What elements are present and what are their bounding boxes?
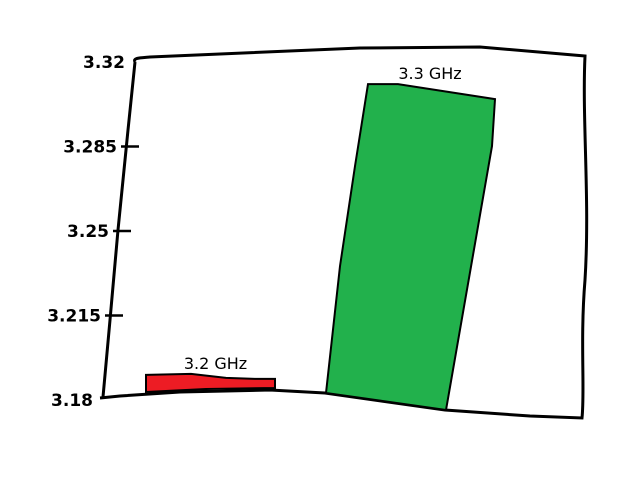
- y-tick-label: 3.18: [51, 391, 93, 411]
- bar-1: [145, 372, 276, 394]
- bar-2: [324, 83, 497, 412]
- data-label-1: 3.2 GHz: [184, 354, 247, 373]
- data-label-2: 3.3 GHz: [398, 64, 461, 83]
- y-tick-label: 3.285: [63, 138, 117, 158]
- y-tick-label: 3.215: [47, 307, 101, 327]
- y-tick-label: 3.32: [83, 53, 125, 73]
- plot-frame: [99, 45, 589, 420]
- y-tick-label: 3.25: [67, 222, 109, 242]
